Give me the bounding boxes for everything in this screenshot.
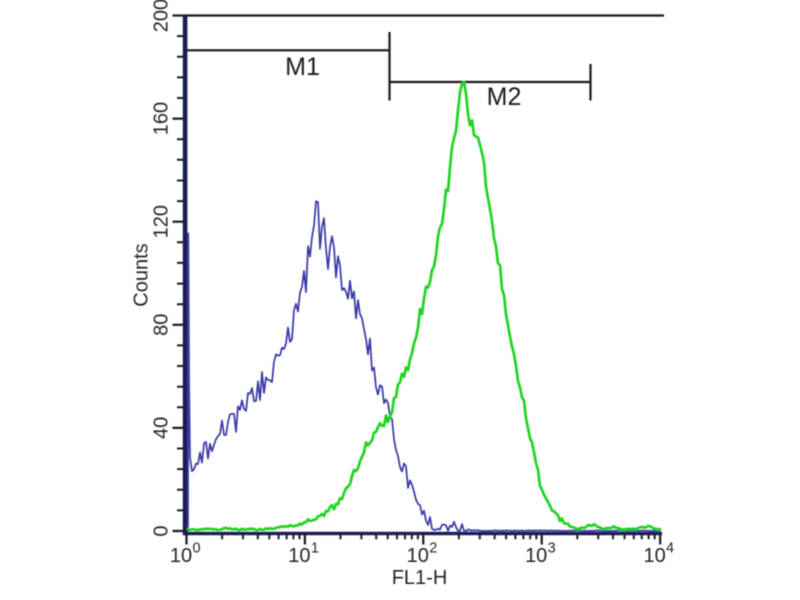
svg-text:10: 10 bbox=[170, 545, 192, 567]
svg-text:FL1-H: FL1-H bbox=[392, 567, 448, 589]
svg-text:0: 0 bbox=[192, 541, 200, 557]
svg-text:200: 200 bbox=[151, 0, 173, 32]
svg-text:80: 80 bbox=[151, 314, 173, 336]
svg-text:0: 0 bbox=[151, 525, 173, 536]
svg-text:10: 10 bbox=[643, 545, 665, 567]
svg-text:M1: M1 bbox=[285, 53, 320, 81]
svg-text:2: 2 bbox=[429, 541, 437, 557]
svg-text:10: 10 bbox=[525, 545, 547, 567]
svg-text:M2: M2 bbox=[487, 83, 522, 111]
svg-text:Counts: Counts bbox=[131, 243, 153, 306]
svg-text:10: 10 bbox=[407, 545, 429, 567]
svg-text:3: 3 bbox=[548, 541, 556, 557]
svg-text:10: 10 bbox=[288, 545, 310, 567]
svg-text:1: 1 bbox=[311, 541, 319, 557]
svg-text:40: 40 bbox=[151, 417, 173, 439]
svg-text:120: 120 bbox=[151, 205, 173, 238]
svg-text:160: 160 bbox=[151, 102, 173, 135]
svg-text:4: 4 bbox=[666, 541, 674, 557]
